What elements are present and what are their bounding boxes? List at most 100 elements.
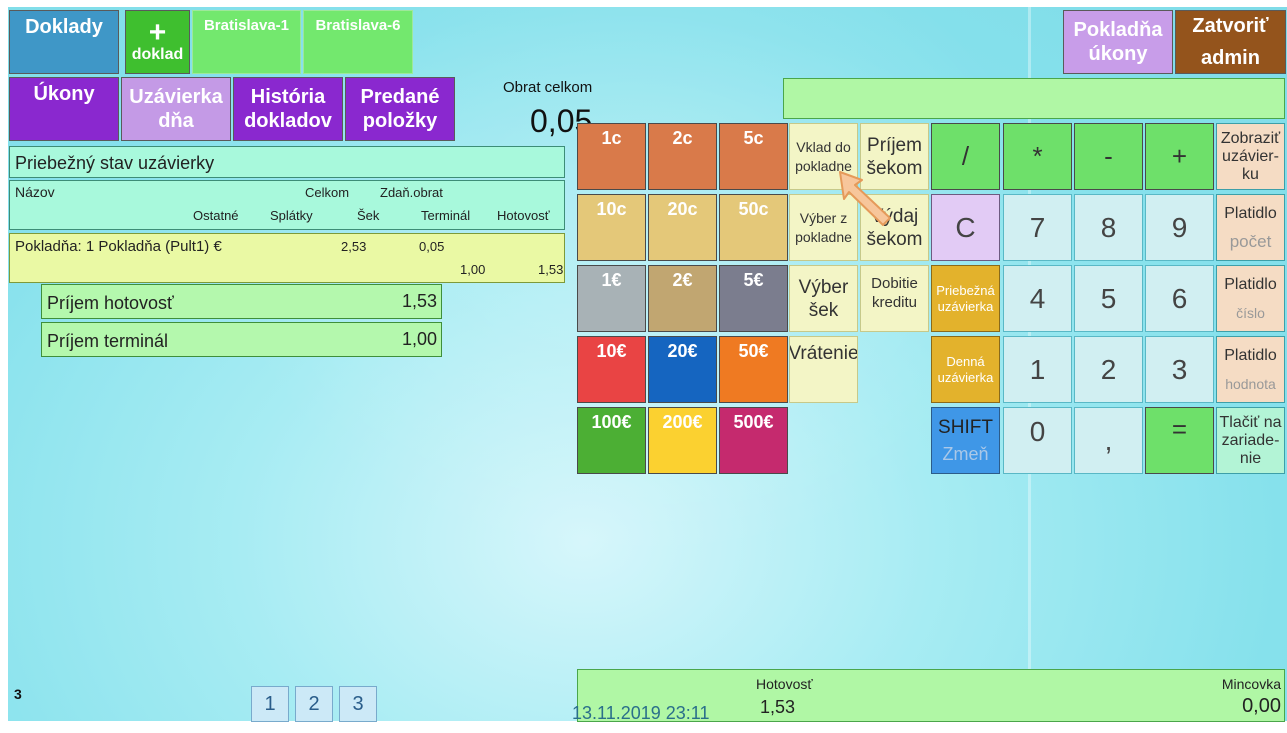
platidlo-hodnota-button[interactable]: Platidlo hodnota (1216, 336, 1285, 403)
shift-key[interactable]: SHIFT Zmeň (931, 407, 1000, 474)
platidlo-pocet-button[interactable]: Platidlo počet (1216, 194, 1285, 261)
coin-button-2c[interactable]: 2c (648, 123, 717, 190)
key-6[interactable]: 6 (1145, 265, 1214, 332)
divide-key[interactable]: / (931, 123, 1000, 190)
coin-button-10eur[interactable]: 10€ (577, 336, 646, 403)
coin-label: 10€ (596, 341, 627, 361)
coin-button-5eur[interactable]: 5€ (719, 265, 788, 332)
coin-button-5c[interactable]: 5c (719, 123, 788, 190)
key-2[interactable]: 2 (1074, 336, 1143, 403)
page-3-label: 3 (352, 692, 364, 715)
denna-uzavierka-button[interactable]: Denná uzávierka (931, 336, 1000, 403)
header-ostatne: Ostatné (193, 208, 239, 223)
new-document-button[interactable]: + doklad (125, 10, 190, 74)
coin-button-20c[interactable]: 20c (648, 194, 717, 261)
key-4[interactable]: 4 (1003, 265, 1072, 332)
equals-key[interactable]: = (1145, 407, 1214, 474)
zobrazit-uzavierku-button[interactable]: Zobraziť uzávier-ku (1216, 123, 1285, 190)
tab-bratislava-6[interactable]: Bratislava-6 (303, 10, 413, 74)
report-row-terminal: 1,00 (460, 262, 486, 277)
report-row[interactable]: Pokladňa: 1 Pokladňa (Pult1) € 2,53 0,05… (9, 233, 565, 283)
tab-bratislava-1[interactable]: Bratislava-1 (192, 10, 301, 74)
summary-terminal-income: Príjem terminál 1,00 (41, 322, 442, 357)
tlacit-na-zariadenie-button[interactable]: Tlačiť na zariade-nie (1216, 407, 1285, 474)
platidlo-cislo-sublabel: číslo (1236, 304, 1265, 321)
key-8-label: 8 (1100, 211, 1117, 243)
key-1[interactable]: 1 (1003, 336, 1072, 403)
coin-button-500eur[interactable]: 500€ (719, 407, 788, 474)
item-counter: 3 (14, 686, 22, 702)
vyber-sek-button[interactable]: Výber šek (789, 265, 858, 332)
coin-label: 500€ (733, 412, 774, 432)
plus-key[interactable]: + (1145, 123, 1214, 190)
key-3[interactable]: 3 (1145, 336, 1214, 403)
report-row-celkom: 2,53 (341, 239, 367, 254)
key-0[interactable]: 0 (1003, 407, 1072, 474)
plus-icon: + (148, 16, 167, 49)
coin-button-2eur[interactable]: 2€ (648, 265, 717, 332)
close-admin-button[interactable]: Zatvoriť admin (1175, 10, 1286, 74)
historia-dokladov-button[interactable]: História dokladov (233, 77, 343, 141)
minus-key[interactable]: - (1074, 123, 1143, 190)
key-3-label: 3 (1171, 353, 1188, 385)
header-splatky: Splátky (270, 208, 313, 223)
clear-key[interactable]: C (931, 194, 1000, 261)
coin-button-10c[interactable]: 10c (577, 194, 646, 261)
key-7[interactable]: 7 (1003, 194, 1072, 261)
dobitie-kreditu-button[interactable]: Dobitie kreditu (860, 265, 929, 332)
key-0-label: 0 (1029, 416, 1046, 447)
platidlo-cislo-label: Platidlo (1224, 275, 1277, 293)
plus-key-label: + (1171, 141, 1188, 171)
ukony-button[interactable]: Úkony (9, 77, 119, 141)
coin-label: 20€ (667, 341, 698, 361)
header-celkom: Celkom (305, 185, 350, 200)
page-button-1[interactable]: 1 (251, 686, 289, 722)
page-button-3[interactable]: 3 (339, 686, 377, 722)
datetime: 13.11.2019 23:11 (572, 703, 710, 723)
prijem-sekom-button[interactable]: Príjem šekom (860, 123, 929, 190)
coin-button-200eur[interactable]: 200€ (648, 407, 717, 474)
summary-cash-income: Príjem hotovosť 1,53 (41, 284, 442, 319)
coin-button-1c[interactable]: 1c (577, 123, 646, 190)
key-8[interactable]: 8 (1074, 194, 1143, 261)
prijem-sekom-label: Príjem šekom (866, 134, 923, 179)
platidlo-pocet-label: Platidlo (1224, 204, 1277, 222)
coin-button-1eur[interactable]: 1€ (577, 265, 646, 332)
platidlo-cislo-button[interactable]: Platidlo číslo (1216, 265, 1285, 332)
amount-display-field[interactable] (783, 78, 1285, 119)
close-admin-label: Zatvoriť admin (1192, 15, 1269, 69)
priebezna-uzavierka-button[interactable]: Priebežná uzávierka (931, 265, 1000, 332)
vyber-z-pokladne-button[interactable]: Výber z pokladne (789, 194, 858, 261)
coin-button-100eur[interactable]: 100€ (577, 407, 646, 474)
pointer-cursor-icon (839, 171, 891, 226)
vratenie-label: Vrátenie (789, 343, 858, 364)
comma-key[interactable]: , (1074, 407, 1143, 474)
key-5[interactable]: 5 (1074, 265, 1143, 332)
coin-button-50eur[interactable]: 50€ (719, 336, 788, 403)
status-panel: Hotovosť 1,53 Mincovka 0,00 (577, 669, 1285, 722)
header-sek: Šek (357, 208, 380, 223)
pokladna-ukony-button[interactable]: Pokladňa úkony (1063, 10, 1173, 74)
summary-cash-label: Príjem hotovosť (47, 293, 174, 313)
key-9[interactable]: 9 (1145, 194, 1214, 261)
uzavierka-dna-button[interactable]: Uzávierka dňa (121, 77, 231, 141)
tab-bratislava-6-label: Bratislava-6 (315, 17, 401, 34)
historia-dokladov-label: História dokladov (244, 86, 332, 132)
multiply-key[interactable]: * (1003, 123, 1072, 190)
doklady-button[interactable]: Doklady (9, 10, 119, 74)
mincovka-value: 0,00 (1242, 695, 1281, 717)
vratenie-button[interactable]: Vrátenie (789, 336, 858, 403)
tlacit-label: Tlačiť na zariade-nie (1219, 413, 1282, 467)
coin-label: 50€ (738, 341, 769, 361)
report-row-name: Pokladňa: 1 Pokladňa (Pult1) € (15, 238, 222, 255)
page-button-2[interactable]: 2 (295, 686, 333, 722)
coin-button-50c[interactable]: 50c (719, 194, 788, 261)
denna-label: Denná uzávierka (937, 353, 994, 385)
coin-label: 200€ (662, 412, 703, 432)
predane-polozky-label: Predané položky (360, 86, 440, 132)
predane-polozky-button[interactable]: Predané položky (345, 77, 455, 141)
summary-terminal-label: Príjem terminál (47, 331, 169, 351)
equals-key-label: = (1171, 414, 1188, 444)
coin-button-20eur[interactable]: 20€ (648, 336, 717, 403)
key-5-label: 5 (1100, 282, 1117, 314)
